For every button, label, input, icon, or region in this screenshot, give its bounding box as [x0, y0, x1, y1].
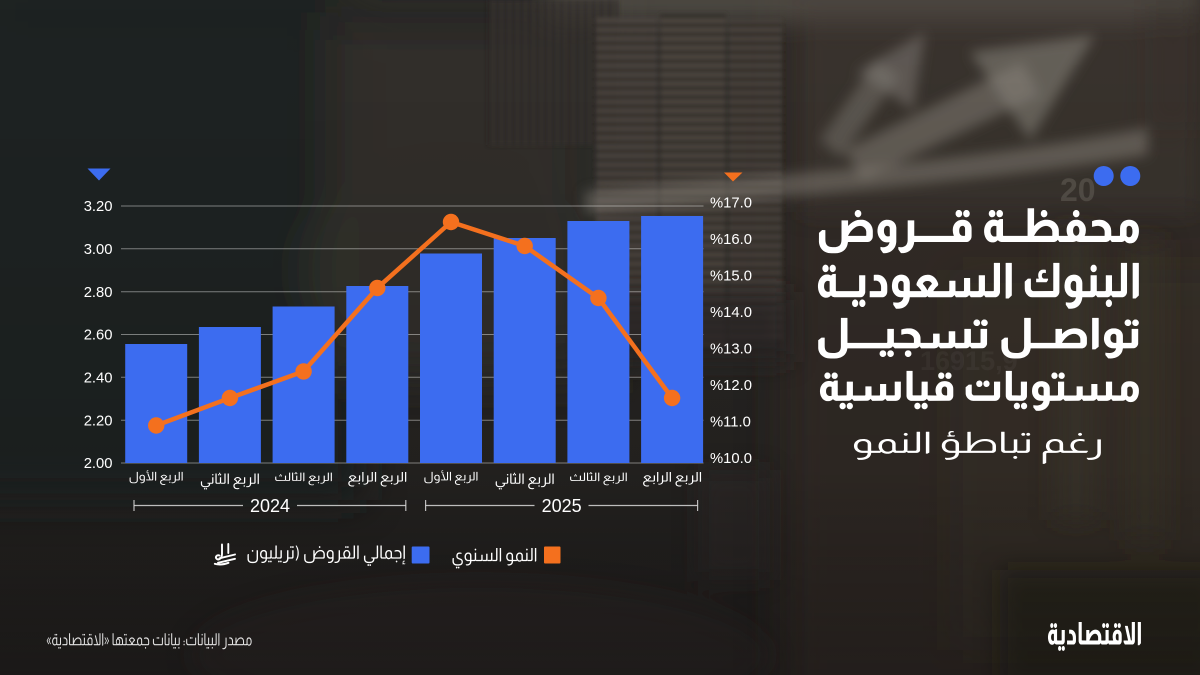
svg-text:%11.0: %11.0	[710, 415, 751, 431]
svg-text:2.20: 2.20	[84, 413, 113, 429]
svg-text:%13.0: %13.0	[710, 342, 752, 358]
svg-text:2.60: 2.60	[84, 328, 113, 344]
svg-text:2.80: 2.80	[84, 285, 113, 301]
svg-text:%17.0: %17.0	[710, 196, 752, 212]
svg-text:%14.0: %14.0	[710, 305, 752, 321]
svg-text:%16.0: %16.0	[710, 232, 752, 248]
svg-text:2025: 2025	[542, 496, 582, 516]
svg-text:%10.0: %10.0	[710, 451, 752, 467]
svg-text:2024: 2024	[250, 496, 290, 516]
svg-text:2.00: 2.00	[84, 456, 113, 472]
svg-text:3.00: 3.00	[84, 242, 113, 258]
svg-text:%15.0: %15.0	[710, 269, 752, 285]
svg-text:2.40: 2.40	[84, 371, 113, 387]
svg-text:%12.0: %12.0	[710, 378, 752, 394]
svg-text:3.20: 3.20	[84, 199, 113, 215]
